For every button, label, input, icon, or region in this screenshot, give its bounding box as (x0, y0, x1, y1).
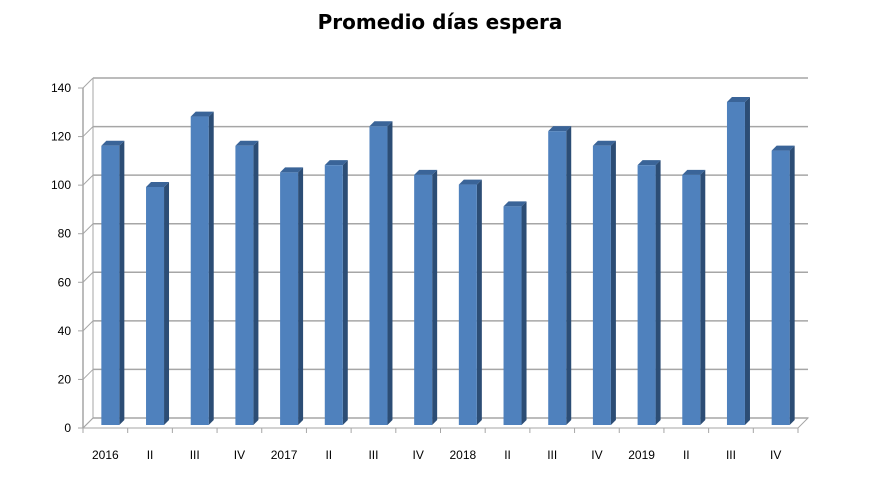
y-tick-label: 0 (64, 421, 71, 435)
bar-side (744, 97, 750, 425)
bar (682, 169, 706, 425)
x-tick-label: III (190, 448, 200, 462)
bar-front (369, 126, 388, 426)
bar-top (592, 140, 616, 146)
floor (81, 417, 810, 429)
bar-side (610, 140, 616, 425)
bar-top (235, 140, 259, 146)
x-tick-label: 2016 (92, 448, 119, 462)
bar-front (637, 165, 656, 425)
gridline-connector (82, 126, 94, 137)
bar-front (592, 145, 611, 425)
bar (369, 121, 393, 426)
bar-front (324, 165, 343, 425)
bar (235, 140, 259, 425)
y-tick-label: 140 (51, 81, 71, 95)
bar-side (521, 201, 527, 425)
y-tick-label: 120 (51, 130, 71, 144)
x-tick-label: III (547, 448, 557, 462)
bar-front (503, 206, 522, 425)
x-tick-label: III (726, 448, 736, 462)
chart-title: Promedio días espera (317, 10, 563, 34)
bar-side (164, 182, 170, 425)
bar (146, 182, 170, 425)
bar (503, 201, 527, 425)
bar-front (548, 131, 567, 425)
bar-top (101, 140, 125, 146)
bar-side (387, 121, 393, 426)
x-tick-label: 2019 (628, 448, 655, 462)
x-tick-label: IV (591, 448, 602, 462)
x-tick-label: IV (412, 448, 423, 462)
bar-side (208, 111, 214, 426)
bar-top (324, 160, 348, 166)
gridline-connector (82, 174, 94, 186)
bar-side (789, 145, 795, 426)
bar (771, 145, 795, 426)
bar-side (342, 160, 348, 425)
gridline-connector (82, 77, 94, 89)
bar (637, 160, 661, 425)
bar (726, 97, 750, 425)
bar-top (771, 145, 795, 151)
bar (548, 126, 572, 426)
bar-front (190, 116, 209, 426)
bar-top (548, 126, 572, 132)
bar (101, 140, 125, 425)
gridline-connector (82, 369, 94, 380)
gridline-connector (82, 320, 94, 332)
bar-front (458, 184, 477, 425)
bar-front (280, 172, 299, 425)
bar-top (280, 167, 304, 173)
y-tick-label: 20 (58, 372, 72, 386)
bar-side (253, 140, 259, 425)
bar-top (458, 179, 482, 185)
bar (458, 179, 482, 425)
bar-top (682, 169, 706, 175)
x-tick-label: 2017 (271, 448, 298, 462)
y-tick-label: 100 (51, 178, 71, 192)
x-tick-label: II (504, 448, 511, 462)
bar (414, 169, 438, 425)
bar (280, 167, 304, 425)
bar-front (414, 174, 433, 425)
x-tick-label: II (683, 448, 690, 462)
x-tick-label: IV (234, 448, 245, 462)
bar-top (146, 182, 170, 187)
bar-side (432, 169, 438, 425)
bar-side (566, 126, 572, 426)
bar-side (298, 167, 304, 425)
y-tick-label: 80 (58, 227, 72, 241)
y-tick-label: 40 (58, 324, 72, 338)
bar-top (637, 160, 661, 166)
bar-top (369, 121, 393, 127)
bar-side (655, 160, 661, 425)
bar-side (476, 179, 482, 425)
x-tick-label: IV (770, 448, 781, 462)
bar-top (726, 97, 750, 102)
bar (592, 140, 616, 425)
bar-front (726, 102, 745, 425)
bar-front (771, 150, 790, 426)
bar-front (146, 187, 165, 425)
x-tick-label: 2018 (449, 448, 476, 462)
bar (190, 111, 214, 426)
gridline-connector (82, 223, 94, 235)
bar-side (119, 140, 125, 425)
x-tick-label: II (325, 448, 332, 462)
bar-front (101, 145, 120, 425)
bar-top (190, 111, 214, 117)
gridline-connector (82, 271, 94, 283)
x-tick-label: III (368, 448, 378, 462)
bar-front (235, 145, 254, 425)
bar-side (700, 169, 706, 425)
x-tick-label: II (147, 448, 154, 462)
bar (324, 160, 348, 425)
bar-front (682, 174, 701, 425)
bar-top (503, 201, 527, 207)
bar-top (414, 169, 438, 175)
y-tick-label: 60 (58, 275, 72, 289)
